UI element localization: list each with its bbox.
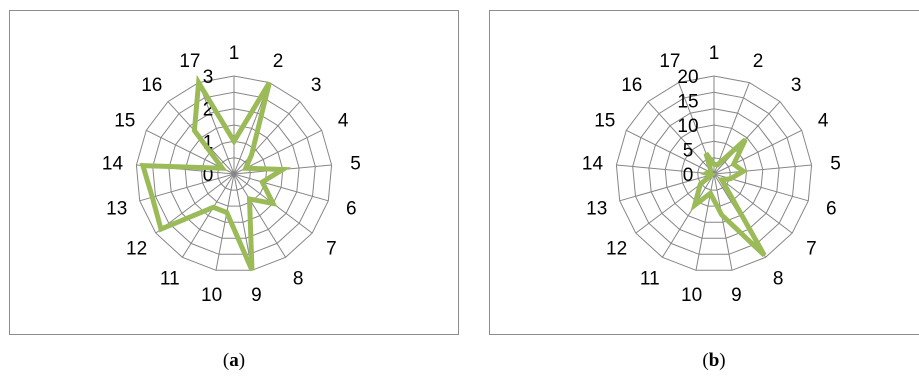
radar-b-category-label: 3 xyxy=(791,75,802,96)
radar-b-category-label: 17 xyxy=(659,51,680,72)
radar-b-category-label: 6 xyxy=(826,198,837,219)
radar-b-spoke xyxy=(713,164,812,175)
radar-b-category-label: 7 xyxy=(806,239,817,260)
radar-b-category-label: 13 xyxy=(586,198,607,219)
radar-b-grid-ring xyxy=(697,157,731,191)
radar-a-category-label: 15 xyxy=(114,111,135,132)
radar-a-grid-ring xyxy=(135,75,333,271)
radar-b-category-label: 16 xyxy=(621,75,642,96)
radar-a-grid-ring xyxy=(200,140,268,207)
radar-b-spoke xyxy=(713,173,733,271)
radar-b-category-label: 2 xyxy=(753,51,764,72)
radar-a-radial-tick-label: 0 xyxy=(203,165,214,186)
radar-a-spoke xyxy=(233,173,329,202)
radar-a-category-label: 14 xyxy=(102,154,124,175)
radar-b-spoke xyxy=(713,82,750,175)
radar-b-category-label: 14 xyxy=(582,154,604,175)
radar-b-category-label: 8 xyxy=(773,269,784,290)
radar-b-grid-ring xyxy=(648,108,780,239)
radar-b-spoke xyxy=(619,173,715,202)
radar-b-radial-tick-label: 15 xyxy=(677,92,698,113)
caption-a: (a) xyxy=(222,350,246,371)
radar-b-spoke xyxy=(661,173,715,258)
radar-b-grid-ring xyxy=(680,140,748,207)
radar-a-spoke xyxy=(233,173,287,258)
radar-b-category-label: 11 xyxy=(640,269,660,290)
radar-a-category-label: 4 xyxy=(338,111,349,132)
radar-a-category-label: 12 xyxy=(126,239,147,260)
radar-a-series-line xyxy=(139,74,292,272)
radar-a-grid-ring xyxy=(152,91,316,255)
radar-b-category-label: 1 xyxy=(709,43,720,64)
caption-b: (b) xyxy=(702,350,726,371)
radar-a-category-label: 9 xyxy=(251,285,262,306)
radar-b-spoke xyxy=(626,129,715,175)
radar-a-category-label: 11 xyxy=(160,269,180,290)
radar-chart-a: 0 1 2 3 1 2 3 4 5 6 7 8 9 10 11 12 13 14 15 16 17 xyxy=(9,10,459,335)
radar-a-category-label: 3 xyxy=(311,75,322,96)
radar-a-spoke xyxy=(139,173,235,202)
radar-b-spoke xyxy=(713,101,781,175)
radar-a-category-label: 10 xyxy=(201,285,222,306)
radar-b-category-label: 9 xyxy=(731,285,742,306)
radar-b-category-label: 10 xyxy=(681,285,702,306)
radar-b-spoke xyxy=(713,129,802,175)
radar-b-category-label: 12 xyxy=(606,239,627,260)
radar-b-grid-ring xyxy=(632,91,796,255)
radar-a-category-label: 5 xyxy=(350,154,361,175)
radar-a-radial-tick-label: 2 xyxy=(203,100,214,121)
radar-a-category-label: 17 xyxy=(179,51,200,72)
radar-a-radial-tick-label: 1 xyxy=(203,132,214,153)
radar-b-spoke xyxy=(713,173,793,234)
radar-a-category-label: 6 xyxy=(346,198,357,219)
radar-a-category-label: 2 xyxy=(273,51,284,72)
radar-a-spoke xyxy=(181,173,235,258)
radar-a-spoke xyxy=(215,173,235,271)
radar-a-spoke xyxy=(233,101,301,175)
radar-a-category-label: 1 xyxy=(229,43,240,64)
radar-b-spoke xyxy=(647,101,715,175)
radar-b-radial-tick-label: 0 xyxy=(683,165,694,186)
radar-b-grid-ring xyxy=(664,124,764,223)
radar-b-radial-tick-label: 10 xyxy=(677,116,698,137)
radar-b-radial-tick-label: 20 xyxy=(677,67,698,88)
radar-b-category-label: 5 xyxy=(830,154,841,175)
radar-a-grid-ring xyxy=(184,124,284,223)
radar-a-grid-ring xyxy=(168,108,300,239)
radar-a-category-label: 8 xyxy=(293,269,304,290)
radar-b-category-label: 15 xyxy=(594,111,615,132)
radar-a-spoke xyxy=(198,82,235,175)
radar-b-radial-tick-label: 5 xyxy=(683,141,694,162)
radar-b-spoke xyxy=(616,164,715,175)
radar-a-category-label: 13 xyxy=(106,198,127,219)
radar-a-category-label: 16 xyxy=(141,75,162,96)
radar-a-radial-tick-label: 3 xyxy=(203,67,214,88)
radar-b-grid-ring xyxy=(615,75,813,271)
radar-b-series-line xyxy=(690,137,767,258)
radar-a-category-label: 7 xyxy=(326,239,337,260)
radar-chart-b: 0 5 10 15 20 1 2 3 4 5 6 7 8 9 10 11 12 13 14 15 16 17 xyxy=(489,10,919,335)
radar-b-category-label: 4 xyxy=(818,111,829,132)
